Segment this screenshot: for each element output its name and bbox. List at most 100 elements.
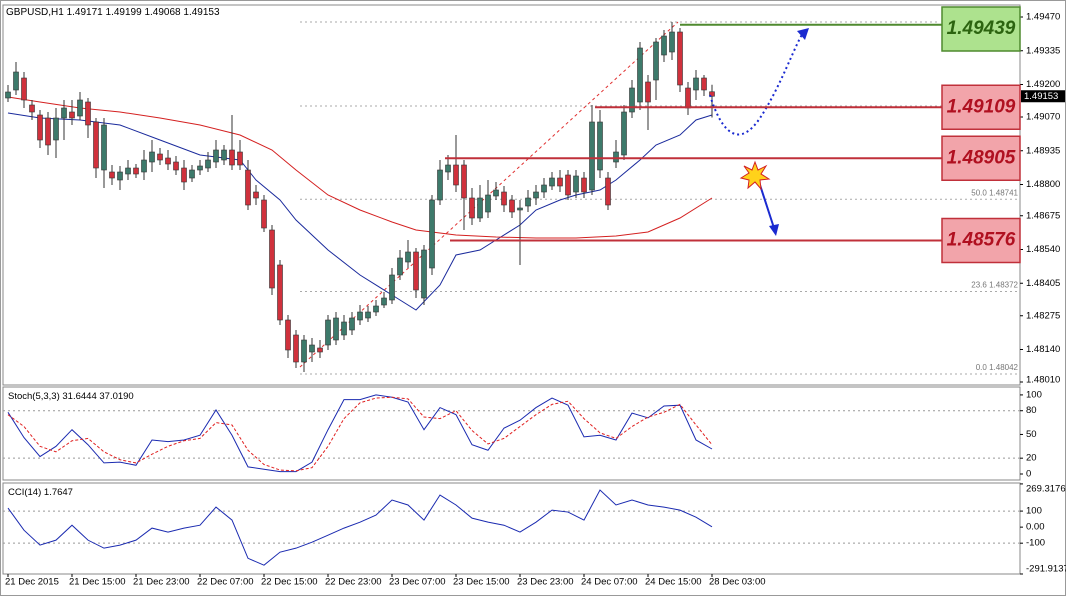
candle-body	[269, 229, 275, 289]
x-tick-label: 23 Dec 07:00	[389, 577, 446, 588]
readout: 37.0190	[99, 391, 133, 402]
level-label: 1.49109	[947, 96, 1016, 117]
candle-body	[461, 164, 467, 199]
y-tick-label: 80	[1026, 405, 1037, 416]
open: 1.49171	[67, 7, 104, 18]
candle-body	[157, 153, 163, 161]
candle-body	[13, 71, 19, 91]
candle-body	[637, 47, 643, 103]
candle-body	[485, 194, 491, 213]
candle-body	[525, 197, 531, 207]
candle-body	[397, 257, 403, 276]
indicator-line	[7, 394, 713, 473]
candle-body	[629, 87, 635, 113]
y-tick-label: 1.49070	[1026, 112, 1060, 123]
x-tick-label: 21 Dec 2015	[5, 577, 59, 588]
candle-body	[605, 177, 611, 206]
candle-body	[325, 319, 331, 346]
indicator-name: Stoch(5,3,3)	[8, 391, 60, 402]
candle-body	[213, 149, 219, 163]
candle-body	[85, 101, 91, 126]
panel	[2, 386, 1021, 481]
candle-body	[229, 149, 235, 166]
candle-body	[533, 191, 539, 199]
y-tick-label: 1.49200	[1026, 79, 1060, 90]
arrow-head	[769, 224, 779, 236]
candle-body	[181, 167, 187, 183]
y-tick-label: 1.48540	[1026, 244, 1060, 255]
candle-body	[677, 31, 683, 86]
x-tick-label: 23 Dec 23:00	[517, 577, 574, 588]
candle-body	[245, 169, 251, 206]
candle-body	[357, 311, 363, 321]
candle-body	[621, 111, 627, 156]
candle-body	[653, 41, 659, 81]
candle-body	[109, 171, 115, 179]
y-tick-label: -291.9137	[1026, 564, 1066, 575]
candle-body	[37, 114, 43, 141]
candle-body	[437, 169, 443, 201]
level-label: 1.48905	[947, 147, 1016, 168]
y-tick-label: 1.49470	[1026, 12, 1060, 23]
readout: 31.6444	[62, 391, 96, 402]
candle-body	[429, 199, 435, 269]
candle-body	[197, 165, 203, 171]
y-tick-label: -100	[1026, 538, 1045, 549]
level-box	[941, 6, 1021, 52]
candle-body	[277, 264, 283, 321]
y-tick-label: 1.49335	[1026, 45, 1060, 56]
candle-body	[421, 249, 427, 299]
readout: 1.7647	[44, 487, 73, 498]
candle-body	[613, 151, 619, 163]
candle-body	[29, 104, 35, 113]
candle-body	[685, 87, 691, 109]
candle-body	[445, 164, 451, 173]
candle-body	[53, 117, 59, 141]
y-tick-label: 1.48010	[1026, 375, 1060, 386]
y-tick-label: 1.48405	[1026, 278, 1060, 289]
cci-header: CCI(14) 1.7647	[8, 487, 73, 498]
candle-body	[477, 197, 483, 219]
stoch-header: Stoch(5,3,3) 31.6444 37.0190	[8, 391, 134, 402]
breakout-icon	[739, 160, 771, 191]
candle-body	[557, 177, 563, 187]
candle-body	[453, 164, 459, 186]
symbol: GBPUSD,H1	[6, 7, 64, 18]
candle-body	[549, 177, 555, 187]
candle-body	[301, 339, 307, 363]
candle-body	[373, 305, 379, 313]
x-tick-label: 21 Dec 23:00	[133, 577, 190, 588]
x-tick-label: 28 Dec 03:00	[709, 577, 766, 588]
y-tick-label: 1.48275	[1026, 310, 1060, 321]
marks: 1.49470 1.49335 1.49200 1.49070 1.48935 1.488…	[3, 12, 1066, 588]
candle-body	[333, 317, 339, 341]
y-tick-label: 1.48800	[1026, 179, 1060, 190]
candle-body	[285, 319, 291, 351]
candle-body	[517, 207, 523, 211]
x-tick-label: 24 Dec 15:00	[645, 577, 702, 588]
candle-body	[317, 347, 323, 353]
candle-body	[493, 189, 499, 197]
indicator-line	[7, 489, 713, 566]
candle-body	[101, 124, 107, 171]
candle-body	[581, 177, 587, 193]
y-tick-label: 100	[1026, 389, 1042, 400]
level-box	[941, 217, 1021, 264]
indicator-line	[7, 396, 713, 472]
close: 1.49153	[183, 7, 220, 18]
low: 1.49068	[144, 7, 181, 18]
y-tick-label: 1.48675	[1026, 210, 1060, 221]
candle-body	[661, 35, 667, 56]
candle-body	[509, 199, 515, 213]
candle-body	[221, 149, 227, 161]
candle-body	[701, 77, 707, 91]
moving-average	[7, 96, 713, 239]
candle-body	[405, 251, 411, 263]
y-tick-label: 100	[1026, 506, 1042, 517]
candle-body	[693, 77, 699, 91]
candle-body	[669, 31, 675, 53]
candle-body	[173, 161, 179, 171]
candle-body	[69, 111, 75, 119]
